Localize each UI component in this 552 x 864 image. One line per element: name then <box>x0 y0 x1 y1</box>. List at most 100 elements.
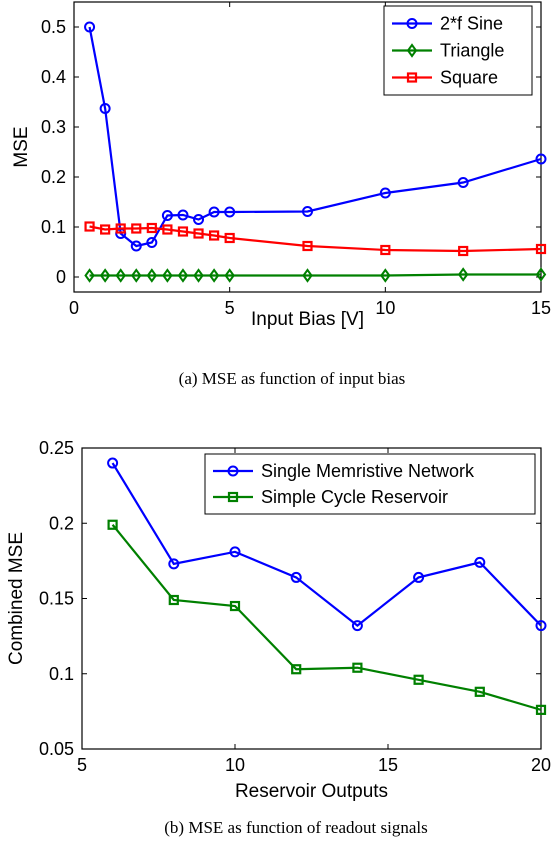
legend-box <box>204 453 536 515</box>
data-point-series-1 <box>107 519 118 530</box>
x-tick-label: 5 <box>77 755 87 775</box>
data-point-series-0 <box>302 206 313 217</box>
data-point-series-0 <box>161 210 173 221</box>
caption-a: (a) MSE as function of input bias <box>179 369 406 388</box>
series-line-1 <box>89 273 541 277</box>
series-line-1 <box>111 524 542 711</box>
data-point-series-2 <box>84 221 95 232</box>
data-point-series-1 <box>99 268 111 283</box>
data-point-series-0 <box>290 571 302 583</box>
legend-entry: Simple Cycle Reservoir <box>261 487 448 507</box>
data-point-series-2 <box>209 230 220 241</box>
x-tick-label: 15 <box>531 298 551 318</box>
y-tick-label: 0 <box>56 267 66 287</box>
data-point-series-0 <box>351 620 363 632</box>
legend-entry: Triangle <box>440 41 504 61</box>
data-point-series-2 <box>458 245 469 257</box>
series-line-2 <box>89 225 542 253</box>
data-point-series-1 <box>413 674 424 685</box>
data-point-series-2 <box>162 224 173 235</box>
data-point-series-2 <box>177 226 189 237</box>
data-point-series-2 <box>193 228 204 239</box>
data-point-series-2 <box>380 244 391 256</box>
data-point-series-0 <box>535 620 547 632</box>
data-point-series-1 <box>115 268 126 283</box>
data-point-series-2 <box>146 222 157 234</box>
data-point-series-0 <box>168 558 180 570</box>
data-point-series-1 <box>131 268 142 283</box>
y-tick-label: 0.5 <box>41 17 66 37</box>
y-tick-label: 0.2 <box>49 513 74 533</box>
data-point-series-2 <box>115 223 126 234</box>
data-point-series-1 <box>291 664 302 675</box>
data-point-series-0 <box>379 187 391 199</box>
y-tick-label: 0.15 <box>39 589 74 609</box>
data-point-series-0 <box>224 206 236 218</box>
data-point-series-0 <box>107 457 119 469</box>
data-point-series-1 <box>380 268 391 283</box>
series-line-0 <box>111 462 542 627</box>
data-point-series-1 <box>168 594 179 606</box>
data-point-series-1 <box>229 600 241 612</box>
data-point-series-2 <box>100 224 111 235</box>
x-tick-label: 5 <box>225 298 235 318</box>
data-point-series-1 <box>146 268 158 283</box>
legend-entry: Square <box>440 68 498 88</box>
x-tick-label: 15 <box>378 755 398 775</box>
data-point-series-1 <box>302 268 313 283</box>
data-point-series-0 <box>457 177 469 188</box>
y-tick-label: 0.2 <box>41 167 66 187</box>
x-tick-label: 20 <box>531 755 551 775</box>
y-tick-label: 0.1 <box>49 664 74 684</box>
data-point-series-0 <box>130 240 142 252</box>
data-point-series-0 <box>474 556 486 568</box>
legend-entry: 2*f Sine <box>440 14 503 34</box>
x-axis-label: Input Bias [V] <box>251 309 364 330</box>
data-point-series-1 <box>162 268 173 283</box>
y-tick-label: 0.3 <box>41 117 66 137</box>
data-point-series-1 <box>177 268 189 283</box>
plot-a-mse-vs-input-bias: 0 5 10 15 0 0.1 0.2 0.3 0.4 0.5 Input Bias [V] MSE 2… <box>11 1 551 330</box>
legend-entry: Single Memristive Network <box>261 461 475 481</box>
data-point-series-0 <box>177 209 189 221</box>
legend-marker <box>406 72 418 83</box>
data-point-series-0 <box>99 103 111 114</box>
y-tick-label: 0.1 <box>41 217 66 237</box>
data-point-series-0 <box>535 153 547 165</box>
legend-marker <box>406 43 418 58</box>
data-point-series-1 <box>208 268 220 283</box>
data-point-series-1 <box>474 686 485 697</box>
data-point-series-2 <box>302 240 313 252</box>
data-point-series-1 <box>224 268 235 283</box>
data-point-series-0 <box>413 571 425 583</box>
data-point-series-1 <box>193 268 204 283</box>
data-point-series-0 <box>84 21 96 33</box>
data-point-series-1 <box>352 662 363 673</box>
y-tick-label: 0.4 <box>41 67 66 87</box>
caption-b: (b) MSE as function of readout signals <box>164 818 427 837</box>
x-tick-label: 0 <box>69 298 79 318</box>
legend-marker <box>227 465 239 477</box>
data-point-series-1 <box>84 268 95 283</box>
data-point-series-0 <box>208 206 220 218</box>
data-point-series-2 <box>224 232 235 244</box>
data-point-series-0 <box>146 237 158 248</box>
legend-marker <box>227 491 239 503</box>
data-point-series-1 <box>535 267 547 282</box>
data-point-series-0 <box>193 214 205 225</box>
y-tick-label: 0.25 <box>39 438 74 458</box>
series-line-0 <box>88 26 542 248</box>
x-tick-label: 10 <box>375 298 395 318</box>
data-point-series-0 <box>229 546 241 558</box>
y-axis-label: Combined MSE <box>6 532 27 665</box>
plot-b-mse-vs-reservoir-outputs: 5 10 15 20 0.05 0.1 0.15 0.2 0.25 Reservoir Outpu… <box>6 438 551 802</box>
data-point-series-1 <box>535 704 547 715</box>
data-point-series-2 <box>535 243 547 255</box>
x-tick-label: 10 <box>225 755 245 775</box>
axes-frame <box>73 1 542 293</box>
x-axis-label: Reservoir Outputs <box>235 781 388 802</box>
y-axis-label: MSE <box>11 126 32 167</box>
data-point-series-1 <box>457 267 469 282</box>
y-tick-label: 0.05 <box>39 739 74 759</box>
